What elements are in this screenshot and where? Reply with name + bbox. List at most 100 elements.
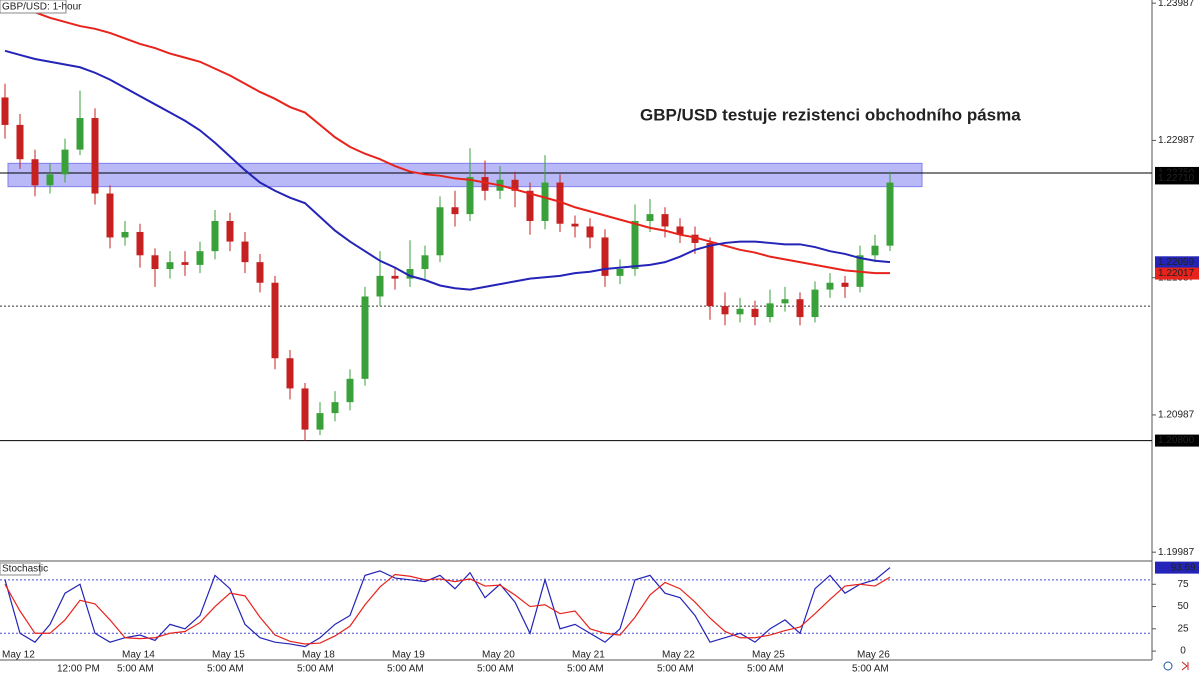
y-tick-label: 1.19987 bbox=[1158, 547, 1195, 558]
price-label: 1.22710 bbox=[1158, 173, 1195, 184]
x-time-label: 5:00 AM bbox=[297, 664, 334, 675]
resistance-zone bbox=[7, 162, 923, 188]
x-time-label: 5:00 AM bbox=[387, 664, 424, 675]
candle-body bbox=[406, 269, 414, 279]
price-label: 1.22099 bbox=[1158, 257, 1195, 268]
x-time-label: 5:00 AM bbox=[852, 664, 889, 675]
pane-title: Stochastic bbox=[2, 564, 48, 575]
candle-body bbox=[241, 241, 249, 263]
candle-body bbox=[811, 289, 819, 318]
price-label-box bbox=[1155, 256, 1199, 269]
x-date-label: May 19 bbox=[392, 650, 425, 661]
x-time-label: 5:00 AM bbox=[657, 664, 694, 675]
candle-body bbox=[886, 182, 894, 246]
candle-body bbox=[376, 275, 384, 297]
icon[interactable] bbox=[1181, 661, 1189, 671]
x-date-label: May 21 bbox=[572, 650, 605, 661]
candle-body bbox=[481, 177, 489, 191]
bottom-icons[interactable] bbox=[1163, 661, 1189, 671]
candle-body bbox=[16, 124, 24, 160]
last-value-label: 93.69 bbox=[1170, 562, 1195, 573]
price-label: 1.20800 bbox=[1158, 435, 1195, 446]
candle-body bbox=[691, 234, 699, 243]
candle-body bbox=[31, 159, 39, 186]
last-value-box bbox=[1155, 561, 1199, 574]
candle-body bbox=[556, 182, 564, 224]
x-date-label: May 12 bbox=[2, 650, 35, 661]
candle-body bbox=[226, 220, 234, 242]
y-tick-label: 1.20987 bbox=[1158, 410, 1195, 421]
candle-body bbox=[526, 190, 534, 221]
candle-body bbox=[601, 237, 609, 276]
candle-body bbox=[361, 296, 369, 379]
candle-body bbox=[46, 174, 54, 186]
y-tick-label: 1.23987 bbox=[1158, 0, 1195, 9]
candle-body bbox=[181, 262, 189, 265]
candle-body bbox=[436, 207, 444, 256]
moving-average bbox=[4, 49, 891, 291]
x-time-label: 5:00 AM bbox=[477, 664, 514, 675]
candle-body bbox=[721, 306, 729, 315]
candle-body bbox=[781, 299, 789, 304]
candle-body bbox=[571, 223, 579, 227]
price-label: 1.22017 bbox=[1158, 268, 1195, 279]
price-label-box bbox=[1155, 267, 1199, 280]
price-label-box bbox=[1155, 434, 1199, 447]
y-tick-label: 50 bbox=[1177, 601, 1189, 612]
candle-body bbox=[676, 226, 684, 235]
candle-body bbox=[271, 282, 279, 359]
candle-body bbox=[871, 245, 879, 256]
x-time-label: 5:00 AM bbox=[207, 664, 244, 675]
stochastic-line bbox=[4, 567, 891, 648]
candle-body bbox=[91, 118, 99, 194]
candle-body bbox=[631, 220, 639, 270]
candle-body bbox=[616, 269, 624, 276]
x-time-label: 5:00 AM bbox=[117, 664, 154, 675]
candle-body bbox=[826, 282, 834, 290]
x-date-label: May 25 bbox=[752, 650, 785, 661]
candle-body bbox=[586, 226, 594, 238]
candle-body bbox=[136, 231, 144, 256]
title-box bbox=[0, 0, 67, 14]
y-tick-label: 0 bbox=[1180, 646, 1186, 657]
annotation: GBP/USD testuje rezistenci obchodního pá… bbox=[640, 105, 1021, 124]
candle-body bbox=[316, 413, 324, 430]
candle-body bbox=[646, 214, 654, 221]
x-date-label: May 14 bbox=[122, 650, 155, 661]
candle-body bbox=[451, 207, 459, 215]
pane-title-box bbox=[0, 562, 41, 576]
x-date-label: May 18 bbox=[302, 650, 335, 661]
candle-body bbox=[61, 149, 69, 175]
candle-body bbox=[76, 118, 84, 150]
candle-body bbox=[766, 303, 774, 318]
stochastic-line bbox=[4, 573, 891, 645]
x-time-label: 5:00 AM bbox=[747, 664, 784, 675]
x-date-label: May 26 bbox=[857, 650, 890, 661]
candle-body bbox=[166, 262, 174, 270]
candle-body bbox=[256, 262, 264, 283]
candle-body bbox=[661, 214, 669, 227]
candle-body bbox=[736, 308, 744, 315]
candle-body bbox=[541, 182, 549, 221]
candle-body bbox=[706, 242, 714, 307]
candle-body bbox=[211, 220, 219, 252]
candle-body bbox=[466, 177, 474, 215]
y-tick-label: 75 bbox=[1177, 579, 1189, 590]
candle-body bbox=[1, 97, 9, 125]
y-tick-label: 1.22987 bbox=[1158, 135, 1195, 146]
candle-body bbox=[151, 255, 159, 270]
candle-body bbox=[331, 402, 339, 414]
x-time-label: 5:00 AM bbox=[567, 664, 604, 675]
x-date-label: May 15 bbox=[212, 650, 245, 661]
moving-average bbox=[4, 0, 890, 275]
icon[interactable] bbox=[1163, 661, 1173, 671]
candle-body bbox=[796, 299, 804, 318]
candle-body bbox=[751, 308, 759, 318]
candle-body bbox=[841, 282, 849, 287]
x-date-label: May 22 bbox=[662, 650, 695, 661]
x-date-label: May 20 bbox=[482, 650, 515, 661]
candle-body bbox=[346, 378, 354, 403]
